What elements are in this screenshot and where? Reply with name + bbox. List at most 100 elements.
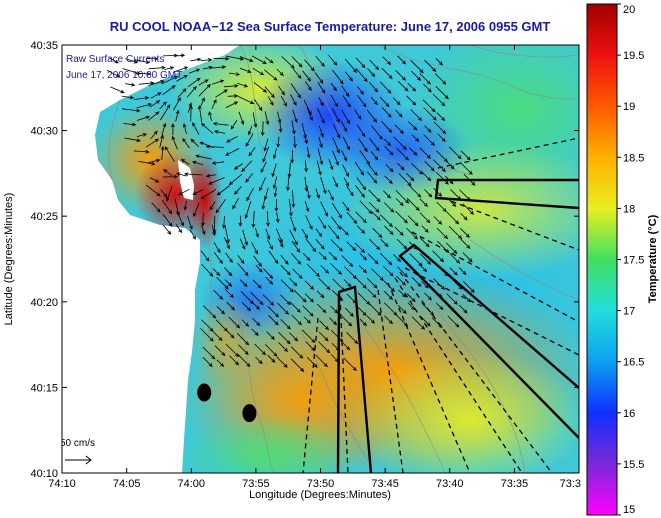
current-vector [176, 210, 184, 227]
current-vector [354, 161, 365, 176]
current-vector [435, 171, 449, 185]
current-vector [193, 202, 200, 218]
current-vector [384, 280, 395, 292]
current-vector [407, 215, 419, 227]
current-vector [383, 202, 395, 213]
current-vector [419, 253, 432, 265]
current-vector [411, 162, 423, 175]
current-vector [315, 354, 328, 368]
colorbar-tick-label: 17 [623, 306, 635, 318]
current-vector [290, 301, 301, 313]
current-vector [356, 306, 367, 316]
current-vector [278, 342, 289, 352]
current-vector [263, 268, 274, 279]
x-tick-label: 74:00 [178, 478, 206, 490]
current-vector [237, 263, 249, 277]
current-vector [448, 146, 462, 160]
current-vector [259, 177, 266, 192]
current-vector [162, 224, 172, 235]
current-vector [277, 237, 284, 248]
current-vector [304, 160, 308, 173]
current-vector [163, 169, 173, 177]
current-vector [190, 138, 199, 147]
current-vector [332, 150, 339, 166]
current-vector [255, 264, 263, 273]
current-vector [301, 329, 316, 344]
current-vector [121, 95, 135, 100]
current-vector [192, 122, 200, 135]
station-marker [197, 383, 212, 402]
current-vector [224, 84, 239, 88]
current-vector [237, 95, 255, 104]
current-vector [418, 263, 428, 273]
current-vector [198, 79, 209, 86]
colorbar-tick-label: 17.5 [623, 255, 644, 267]
current-vector [306, 263, 320, 277]
current-vector [260, 121, 265, 137]
colorbar-tick-label: 19 [623, 101, 635, 113]
y-tick-label: 40:10 [30, 468, 58, 480]
current-vector [229, 355, 240, 366]
current-vector [186, 85, 197, 98]
current-vector [436, 112, 446, 122]
x-tick-label: 73:55 [242, 478, 270, 490]
current-vector [271, 163, 277, 178]
current-vector [290, 216, 297, 232]
current-vector [276, 228, 283, 244]
current-vector [357, 95, 367, 108]
current-vector [342, 342, 351, 351]
current-vector [136, 133, 148, 137]
current-vector [250, 291, 264, 306]
current-vector [356, 177, 367, 191]
current-vector [371, 125, 383, 140]
current-vector [187, 77, 201, 88]
current-vector [410, 109, 423, 122]
current-vector [225, 252, 233, 264]
current-vector [150, 92, 162, 99]
current-vector [459, 189, 471, 201]
current-vector [450, 189, 462, 201]
current-vector [135, 72, 151, 76]
current-vector [208, 111, 212, 121]
current-vector [370, 151, 379, 161]
current-vector [367, 288, 377, 299]
colorbar-tick-label: 16 [623, 408, 635, 420]
current-vector [187, 215, 193, 230]
current-vector [306, 107, 313, 121]
current-vector [449, 267, 458, 276]
current-vector [211, 65, 227, 69]
current-vector [150, 130, 158, 140]
annotation-currents: Raw Surface Currents [66, 54, 164, 65]
current-vector [211, 161, 225, 165]
current-vector [379, 252, 393, 266]
current-vector [383, 138, 392, 147]
current-vector [317, 148, 324, 166]
current-vector [224, 225, 230, 244]
current-vector [151, 202, 161, 213]
current-vector [237, 255, 245, 265]
current-vector [264, 69, 278, 81]
current-vector [394, 226, 404, 236]
current-vector [228, 173, 243, 186]
current-vector [422, 99, 436, 113]
current-vector [305, 238, 317, 253]
current-vector [174, 53, 186, 58]
current-vector [261, 198, 266, 210]
current-vector [463, 173, 476, 186]
plot-area: Raw Surface Currents June 17, 2006 10:00… [62, 45, 579, 473]
current-vector [449, 253, 461, 264]
current-vector [411, 134, 420, 142]
current-vector [251, 328, 259, 336]
current-vector [138, 81, 155, 85]
current-vector [202, 357, 213, 368]
x-tick-label: 73:50 [307, 478, 335, 490]
current-vector [344, 71, 353, 82]
current-vector [331, 202, 343, 219]
current-vector [208, 177, 225, 185]
current-vector [318, 97, 324, 107]
current-vector [396, 238, 408, 250]
station-marker [242, 404, 257, 423]
current-vector [341, 109, 351, 125]
current-vector [462, 203, 474, 215]
current-vector [330, 94, 339, 108]
